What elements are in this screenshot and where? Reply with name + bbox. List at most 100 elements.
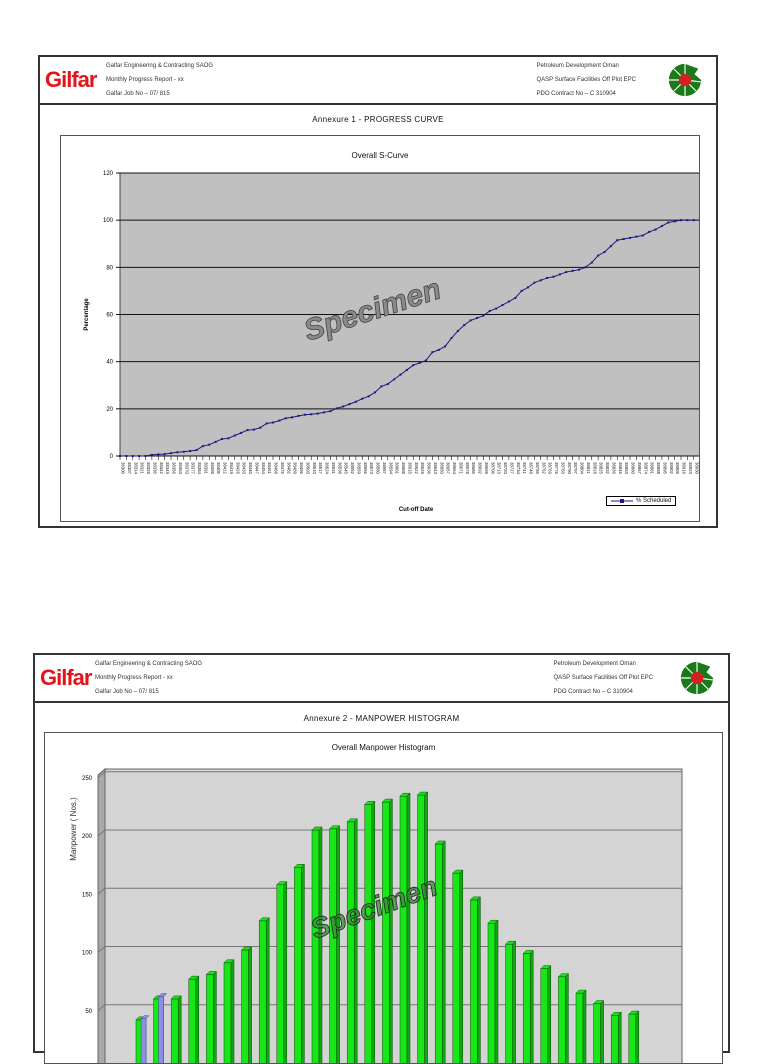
svg-text:38454: 38454 [261, 462, 266, 475]
svg-text:38881: 38881 [650, 462, 655, 475]
svg-text:38321: 38321 [140, 462, 145, 475]
header-right-info: Petroleum Development Oman QASP Surface … [537, 59, 636, 101]
svg-text:38713: 38713 [497, 462, 502, 475]
svg-text:38608: 38608 [401, 462, 406, 475]
svg-text:38440: 38440 [248, 462, 253, 475]
svg-text:38433: 38433 [242, 462, 247, 475]
svg-text:38517: 38517 [318, 462, 323, 475]
job-number: Galfar Job No – 07/ 815 [106, 91, 170, 97]
s-curve-chart: Overall S-Curve 0 20 40 60 80 100 120 38300 3830… [60, 135, 700, 522]
s-curve-plot: 0 20 40 60 80 100 120 38300 38307 38314 38321 38328… [84, 171, 699, 513]
svg-text:38804: 38804 [580, 462, 585, 475]
svg-text:38846: 38846 [618, 462, 623, 475]
svg-text:38727: 38727 [509, 462, 514, 475]
svg-text:40: 40 [106, 360, 113, 366]
page-header: Gilfar Galfar Engineering & Contracting … [40, 57, 716, 105]
svg-text:38902: 38902 [669, 462, 674, 475]
svg-text:38839: 38839 [611, 462, 616, 475]
page-header: Gilfar Galfar Engineering & Contracting … [35, 655, 728, 703]
svg-text:38650: 38650 [439, 462, 444, 475]
svg-text:38594: 38594 [388, 462, 393, 475]
contract-number: PDO Contract No – C 310904 [553, 689, 633, 695]
client-name: Petroleum Development Oman [536, 63, 619, 69]
svg-text:38510: 38510 [312, 462, 317, 475]
svg-text:38384: 38384 [197, 462, 202, 475]
svg-text:38335: 38335 [152, 462, 157, 475]
svg-text:38692: 38692 [478, 462, 483, 475]
svg-text:38769: 38769 [548, 462, 553, 475]
svg-text:38629: 38629 [420, 462, 425, 475]
svg-text:150: 150 [82, 892, 93, 898]
svg-text:38923: 38923 [688, 462, 693, 475]
svg-text:38615: 38615 [407, 462, 412, 475]
svg-text:20: 20 [106, 407, 113, 413]
svg-text:38706: 38706 [490, 462, 495, 475]
svg-text:Cut-off Date: Cut-off Date [399, 507, 434, 513]
svg-text:38587: 38587 [382, 462, 387, 475]
galfar-logo: Gilfar [45, 67, 97, 92]
client-name: Petroleum Development Oman [553, 661, 636, 667]
svg-text:38811: 38811 [586, 462, 591, 474]
svg-text:38538: 38538 [337, 462, 342, 475]
svg-text:38748: 38748 [529, 462, 534, 475]
svg-text:38475: 38475 [280, 462, 285, 475]
svg-text:38426: 38426 [235, 462, 240, 475]
svg-text:38503: 38503 [305, 462, 310, 475]
svg-text:38664: 38664 [452, 462, 457, 475]
svg-text:38853: 38853 [624, 462, 629, 475]
svg-text:38524: 38524 [325, 462, 330, 475]
svg-text:38566: 38566 [363, 462, 368, 475]
svg-text:38790: 38790 [567, 462, 572, 475]
svg-text:38783: 38783 [560, 462, 565, 475]
svg-text:200: 200 [82, 834, 93, 840]
svg-text:250: 250 [82, 776, 93, 782]
svg-text:80: 80 [106, 265, 113, 271]
svg-text:38496: 38496 [299, 462, 304, 475]
project-name: QASP Surface Facilities Off Plot EPC [536, 77, 636, 83]
svg-text:38678: 38678 [465, 462, 470, 475]
header-right-info: Petroleum Development Oman QASP Surface … [554, 657, 653, 699]
svg-text:38552: 38552 [350, 462, 355, 475]
header-left-info: Galfar Engineering & Contracting SAOG Mo… [95, 657, 202, 699]
svg-text:38545: 38545 [344, 462, 349, 475]
svg-text:38776: 38776 [554, 462, 559, 475]
header-left-info: Galfar Engineering & Contracting SAOG Mo… [106, 59, 213, 101]
svg-text:100: 100 [82, 951, 93, 957]
annexure-title: Annexure 1 - PROGRESS CURVE [312, 115, 444, 124]
svg-text:38832: 38832 [605, 462, 610, 475]
svg-text:38482: 38482 [286, 462, 291, 475]
svg-text:38377: 38377 [191, 462, 196, 475]
svg-text:0: 0 [110, 454, 114, 460]
svg-text:38797: 38797 [573, 462, 578, 475]
svg-text:38867: 38867 [637, 462, 642, 475]
svg-text:100: 100 [103, 218, 114, 224]
legend-label: % Scheduled [636, 498, 672, 504]
svg-text:38559: 38559 [356, 462, 361, 475]
pdo-logo-icon [668, 63, 702, 97]
svg-text:38307: 38307 [127, 462, 132, 475]
svg-text:38447: 38447 [254, 462, 259, 475]
svg-text:38405: 38405 [216, 462, 221, 475]
svg-text:38825: 38825 [599, 462, 604, 475]
chart-legend: % Scheduled [606, 496, 677, 506]
svg-text:38391: 38391 [203, 462, 208, 475]
svg-text:38356: 38356 [172, 462, 177, 475]
svg-text:38601: 38601 [395, 462, 400, 475]
svg-text:38685: 38685 [471, 462, 476, 475]
contract-number: PDO Contract No – C 310904 [536, 91, 616, 97]
svg-text:38916: 38916 [682, 462, 687, 475]
svg-text:38720: 38720 [503, 462, 508, 475]
svg-text:38461: 38461 [267, 462, 272, 475]
svg-text:38636: 38636 [427, 462, 432, 475]
svg-text:38398: 38398 [210, 462, 215, 475]
svg-text:38573: 38573 [369, 462, 374, 475]
company-name: Galfar Engineering & Contracting SAOG [95, 661, 203, 667]
chart-title: Overall S-Curve [351, 151, 409, 160]
svg-text:38622: 38622 [414, 462, 419, 475]
job-number: Galfar Job No – 07/ 815 [95, 689, 159, 695]
svg-text:38818: 38818 [592, 462, 597, 475]
annexure-title: Annexure 2 - MANPOWER HISTOGRAM [303, 714, 460, 723]
svg-text:38699: 38699 [484, 462, 489, 475]
svg-text:38468: 38468 [274, 462, 279, 475]
